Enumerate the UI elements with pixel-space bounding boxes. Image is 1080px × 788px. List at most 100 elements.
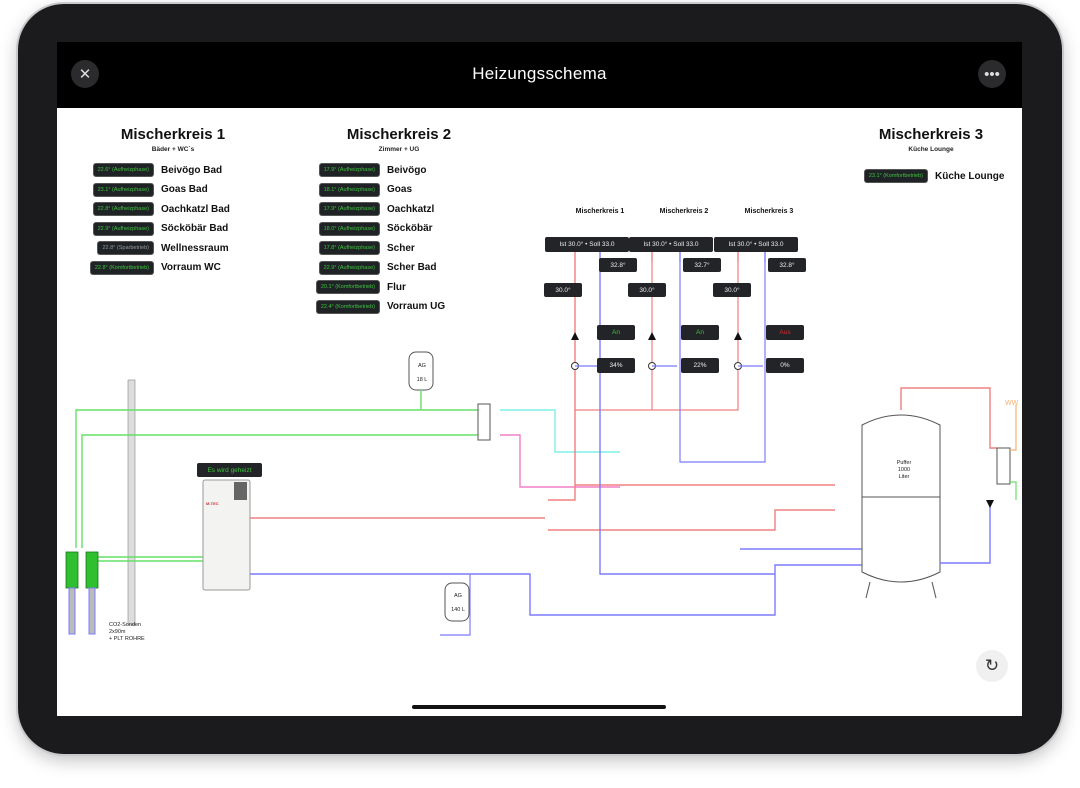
buffer-label-line: 1000 xyxy=(897,467,911,473)
pump-icon xyxy=(734,332,742,340)
room-name: Vorraum UG xyxy=(387,301,446,312)
hot-water-pipe xyxy=(1010,405,1017,451)
room-name: Wellnessraum xyxy=(161,242,229,254)
mixer-flow-temp: 30.0° xyxy=(713,283,751,297)
buffer-label: Puffer 1000 Liter xyxy=(889,460,919,481)
mixer-flow-temp: 30.0° xyxy=(628,283,666,297)
room-status-badge: 23.1° (Komfortbetrieb) xyxy=(864,170,927,182)
expansion-small-top: AG xyxy=(418,363,426,369)
probe-tube xyxy=(88,587,96,635)
expansion-pipe xyxy=(440,574,471,636)
flow-manifold xyxy=(548,262,576,501)
room-status-badge: 22.9° (Aufheizphase) xyxy=(93,222,153,235)
room-status-badge: 22.9° (Aufheizphase) xyxy=(319,261,379,274)
reset-view-button[interactable]: ↻ xyxy=(976,650,1008,682)
group-subtitle: Zimmer + UG xyxy=(378,146,420,153)
room-name: Beivögo Bad xyxy=(161,164,223,176)
group-title: Mischerkreis 1 xyxy=(120,126,226,143)
close-button[interactable]: ✕ xyxy=(71,60,99,88)
expansion-vessel-small xyxy=(408,351,434,391)
room-row[interactable]: 17.9° (Aufheizphase) Beivögo xyxy=(319,164,426,176)
room-row[interactable]: 22.4° (Komfortbetrieb) Vorraum UG xyxy=(316,300,445,313)
room-status-badge: 22.8° (Aufheizphase) xyxy=(93,203,153,215)
room-name: Goas xyxy=(387,184,413,195)
dhw-return-pipe xyxy=(940,500,991,564)
room-row[interactable]: 17.8° (Aufheizphase) Scher xyxy=(319,242,415,254)
mixer-setpoint: Ist 30.0° • Soll 33.0 xyxy=(629,237,713,252)
dhw-heat-exchanger xyxy=(996,447,1011,485)
home-indicator xyxy=(412,705,666,709)
room-row[interactable]: 22.8° (Komfortbetrieb) Vorraum WC xyxy=(90,261,221,274)
mixer-flow-temp: 30.0° xyxy=(544,283,582,297)
room-name: Söcköbär xyxy=(387,223,433,234)
room-row[interactable]: 23.1° (Aufheizphase) Goas Bad xyxy=(93,183,208,196)
room-row[interactable]: 22.9° (Aufheizphase) Söcköbär Bad xyxy=(93,222,228,235)
wall-hatch xyxy=(127,379,136,626)
probe-label-line: 2x90m xyxy=(109,629,126,635)
room-row[interactable]: 20.1° (Komfortbetrieb) Flur xyxy=(316,281,406,293)
heatpump-unit xyxy=(202,479,251,591)
mixer-label: Mischerkreis 3 xyxy=(744,208,794,215)
mixer-pump-status: An xyxy=(681,325,719,340)
pink-pipe xyxy=(500,434,620,488)
mixer-setpoint: Ist 30.0° • Soll 33.0 xyxy=(714,237,798,252)
room-name: Scher xyxy=(387,242,415,254)
expansion-small-bottom: 18 L xyxy=(416,377,428,383)
room-name: Flur xyxy=(387,281,406,293)
room-row[interactable]: 18.1° (Aufheizphase) Goas xyxy=(319,183,412,196)
room-row[interactable]: 22.8° (Aufheizphase) Oachkatzl Bad xyxy=(93,203,230,215)
room-status-badge: 22.8° (Sparbetrieb) xyxy=(98,242,153,254)
buffer-label-line: Liter xyxy=(898,474,910,480)
dhw-flow-pipe xyxy=(900,387,997,449)
mixer-setpoint: Ist 30.0° • Soll 33.0 xyxy=(545,237,629,252)
group-subtitle: Küche Lounge xyxy=(908,146,954,153)
group-subtitle: Bäder + WC´s xyxy=(151,146,195,153)
return-pipe xyxy=(679,262,766,463)
pump-icon xyxy=(986,500,994,508)
room-name: Goas Bad xyxy=(161,184,208,195)
borehole-probe xyxy=(85,551,99,589)
room-row[interactable]: 22.6° (Aufheizphase) Beivögo Bad xyxy=(93,164,222,176)
tank-leg xyxy=(865,581,871,599)
room-row[interactable]: 23.1° (Komfortbetrieb) Küche Lounge xyxy=(864,170,1004,182)
cold-water-pipe xyxy=(1010,481,1017,500)
group-title: Mischerkreis 3 xyxy=(878,126,984,143)
flow-to-buffer xyxy=(575,509,835,531)
more-button[interactable]: ••• xyxy=(978,60,1006,88)
app-screen: ✕ Heizungsschema ••• Mischerkreis 1 Bäder… xyxy=(57,42,1022,716)
return-manifold xyxy=(599,262,775,575)
heating-return-pipe xyxy=(250,564,862,616)
pump-icon xyxy=(571,332,579,340)
room-status-badge: 22.6° (Aufheizphase) xyxy=(93,164,153,176)
room-status-badge: 18.1° (Aufheizphase) xyxy=(319,183,379,196)
room-row[interactable]: 22.8° (Sparbetrieb) Wellnessraum xyxy=(98,242,229,254)
room-name: Oachkatzl xyxy=(387,203,435,215)
room-status-badge: 18.0° (Aufheizphase) xyxy=(319,222,379,235)
cyan-pipe xyxy=(500,409,620,453)
room-row[interactable]: 22.9° (Aufheizphase) Scher Bad xyxy=(319,261,436,274)
brine-supply-pipe xyxy=(75,409,480,548)
header-bar: ✕ Heizungsschema ••• xyxy=(57,42,1022,108)
close-icon: ✕ xyxy=(78,66,92,83)
room-name: Beivögo xyxy=(387,164,427,176)
borehole-probe xyxy=(65,551,79,589)
brine-return-pipe xyxy=(81,434,480,548)
tank-leg xyxy=(931,581,937,599)
room-row[interactable]: 18.0° (Aufheizphase) Söcköbär xyxy=(319,222,433,235)
pump-icon xyxy=(648,332,656,340)
room-row[interactable]: 17.9° (Aufheizphase) Oachkatzl xyxy=(319,203,434,215)
room-name: Vorraum WC xyxy=(161,262,221,273)
room-status-badge: 22.8° (Komfortbetrieb) xyxy=(90,261,153,274)
room-name: Scher Bad xyxy=(387,262,437,273)
room-status-badge: 17.9° (Aufheizphase) xyxy=(319,203,379,215)
buffer-tank xyxy=(861,414,941,583)
mixer-pump-status: Aus xyxy=(766,325,804,340)
room-status-badge: 20.1° (Komfortbetrieb) xyxy=(316,281,379,293)
expansion-vessel-large xyxy=(444,582,470,622)
probe-tube xyxy=(68,587,76,635)
hotwater-label: WW xyxy=(1005,400,1019,407)
plate-heat-exchanger xyxy=(477,403,491,441)
mixer-valve-position: 0% xyxy=(766,358,804,373)
mixer-valve-position: 22% xyxy=(681,358,719,373)
expansion-large-bottom: 140 L xyxy=(451,607,465,613)
